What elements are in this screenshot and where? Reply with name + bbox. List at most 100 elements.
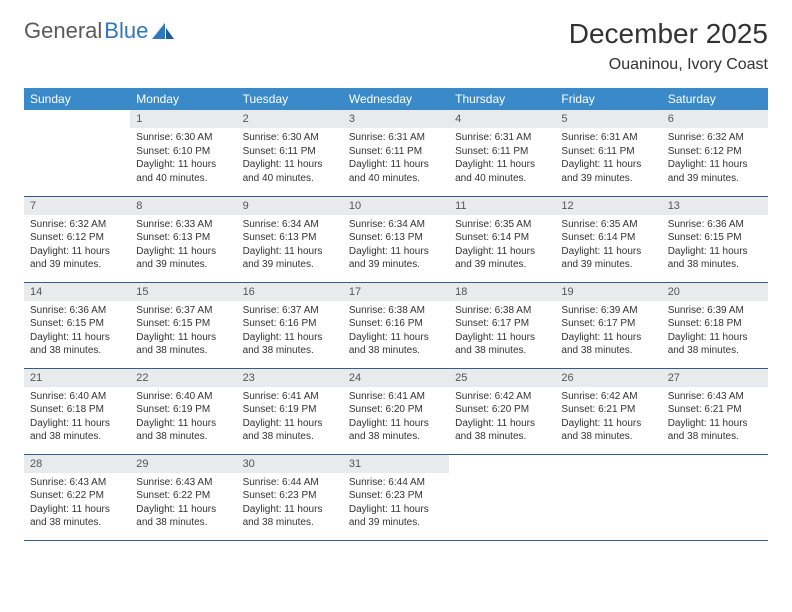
day-number: 30 [237,455,343,473]
day-number: 27 [662,369,768,387]
day-details: Sunrise: 6:43 AMSunset: 6:22 PMDaylight:… [24,473,130,534]
day-details: Sunrise: 6:31 AMSunset: 6:11 PMDaylight:… [343,128,449,189]
calendar-cell: 14Sunrise: 6:36 AMSunset: 6:15 PMDayligh… [24,282,130,368]
day-details: Sunrise: 6:30 AMSunset: 6:10 PMDaylight:… [130,128,236,189]
day-details: Sunrise: 6:35 AMSunset: 6:14 PMDaylight:… [449,215,555,276]
day-number: 1 [130,110,236,128]
day-details: Sunrise: 6:38 AMSunset: 6:17 PMDaylight:… [449,301,555,362]
calendar-cell: 4Sunrise: 6:31 AMSunset: 6:11 PMDaylight… [449,110,555,196]
day-details: Sunrise: 6:37 AMSunset: 6:15 PMDaylight:… [130,301,236,362]
weekday-header: Tuesday [237,88,343,110]
calendar-cell: 30Sunrise: 6:44 AMSunset: 6:23 PMDayligh… [237,454,343,540]
day-number: 21 [24,369,130,387]
calendar-row: 1Sunrise: 6:30 AMSunset: 6:10 PMDaylight… [24,110,768,196]
weekday-header: Saturday [662,88,768,110]
calendar-row: 28Sunrise: 6:43 AMSunset: 6:22 PMDayligh… [24,454,768,540]
calendar-table: SundayMondayTuesdayWednesdayThursdayFrid… [24,88,768,541]
day-number: 8 [130,197,236,215]
day-number: 13 [662,197,768,215]
day-number: 10 [343,197,449,215]
day-number: 28 [24,455,130,473]
calendar-cell: 3Sunrise: 6:31 AMSunset: 6:11 PMDaylight… [343,110,449,196]
day-details: Sunrise: 6:31 AMSunset: 6:11 PMDaylight:… [555,128,661,189]
calendar-cell: 24Sunrise: 6:41 AMSunset: 6:20 PMDayligh… [343,368,449,454]
calendar-cell: 5Sunrise: 6:31 AMSunset: 6:11 PMDaylight… [555,110,661,196]
calendar-cell: 22Sunrise: 6:40 AMSunset: 6:19 PMDayligh… [130,368,236,454]
day-number: 19 [555,283,661,301]
calendar-cell: 29Sunrise: 6:43 AMSunset: 6:22 PMDayligh… [130,454,236,540]
brand-part1: General [24,18,102,44]
calendar-cell: 6Sunrise: 6:32 AMSunset: 6:12 PMDaylight… [662,110,768,196]
calendar-cell: 7Sunrise: 6:32 AMSunset: 6:12 PMDaylight… [24,196,130,282]
calendar-row: 14Sunrise: 6:36 AMSunset: 6:15 PMDayligh… [24,282,768,368]
day-number: 25 [449,369,555,387]
month-title: December 2025 [569,18,768,50]
day-number: 15 [130,283,236,301]
day-details: Sunrise: 6:32 AMSunset: 6:12 PMDaylight:… [662,128,768,189]
calendar-cell: 26Sunrise: 6:42 AMSunset: 6:21 PMDayligh… [555,368,661,454]
day-details: Sunrise: 6:41 AMSunset: 6:19 PMDaylight:… [237,387,343,448]
day-details: Sunrise: 6:39 AMSunset: 6:17 PMDaylight:… [555,301,661,362]
day-details: Sunrise: 6:44 AMSunset: 6:23 PMDaylight:… [237,473,343,534]
day-number: 3 [343,110,449,128]
calendar-cell [662,454,768,540]
day-details: Sunrise: 6:36 AMSunset: 6:15 PMDaylight:… [662,215,768,276]
day-details: Sunrise: 6:44 AMSunset: 6:23 PMDaylight:… [343,473,449,534]
day-number: 23 [237,369,343,387]
calendar-cell: 17Sunrise: 6:38 AMSunset: 6:16 PMDayligh… [343,282,449,368]
weekday-header-row: SundayMondayTuesdayWednesdayThursdayFrid… [24,88,768,110]
day-details: Sunrise: 6:43 AMSunset: 6:21 PMDaylight:… [662,387,768,448]
brand-logo: GeneralBlue [24,18,174,44]
day-number: 2 [237,110,343,128]
day-number: 17 [343,283,449,301]
calendar-cell: 23Sunrise: 6:41 AMSunset: 6:19 PMDayligh… [237,368,343,454]
calendar-cell: 18Sunrise: 6:38 AMSunset: 6:17 PMDayligh… [449,282,555,368]
day-number: 18 [449,283,555,301]
calendar-cell: 19Sunrise: 6:39 AMSunset: 6:17 PMDayligh… [555,282,661,368]
calendar-cell [555,454,661,540]
day-number: 14 [24,283,130,301]
calendar-cell: 8Sunrise: 6:33 AMSunset: 6:13 PMDaylight… [130,196,236,282]
calendar-cell: 1Sunrise: 6:30 AMSunset: 6:10 PMDaylight… [130,110,236,196]
brand-part2: Blue [104,18,148,44]
day-number: 26 [555,369,661,387]
day-details: Sunrise: 6:37 AMSunset: 6:16 PMDaylight:… [237,301,343,362]
logo-sail-icon [152,22,174,40]
day-details: Sunrise: 6:30 AMSunset: 6:11 PMDaylight:… [237,128,343,189]
calendar-row: 21Sunrise: 6:40 AMSunset: 6:18 PMDayligh… [24,368,768,454]
day-details: Sunrise: 6:40 AMSunset: 6:19 PMDaylight:… [130,387,236,448]
day-details: Sunrise: 6:43 AMSunset: 6:22 PMDaylight:… [130,473,236,534]
day-number: 7 [24,197,130,215]
day-number: 6 [662,110,768,128]
day-details: Sunrise: 6:40 AMSunset: 6:18 PMDaylight:… [24,387,130,448]
day-number: 24 [343,369,449,387]
calendar-cell [449,454,555,540]
day-number: 31 [343,455,449,473]
weekday-header: Monday [130,88,236,110]
day-details: Sunrise: 6:38 AMSunset: 6:16 PMDaylight:… [343,301,449,362]
weekday-header: Friday [555,88,661,110]
day-details: Sunrise: 6:39 AMSunset: 6:18 PMDaylight:… [662,301,768,362]
day-number: 12 [555,197,661,215]
day-number: 9 [237,197,343,215]
day-details: Sunrise: 6:32 AMSunset: 6:12 PMDaylight:… [24,215,130,276]
calendar-cell: 31Sunrise: 6:44 AMSunset: 6:23 PMDayligh… [343,454,449,540]
day-number: 22 [130,369,236,387]
calendar-cell: 2Sunrise: 6:30 AMSunset: 6:11 PMDaylight… [237,110,343,196]
location-label: Ouaninou, Ivory Coast [569,56,768,74]
day-details: Sunrise: 6:34 AMSunset: 6:13 PMDaylight:… [237,215,343,276]
calendar-cell: 20Sunrise: 6:39 AMSunset: 6:18 PMDayligh… [662,282,768,368]
calendar-cell: 10Sunrise: 6:34 AMSunset: 6:13 PMDayligh… [343,196,449,282]
day-details: Sunrise: 6:31 AMSunset: 6:11 PMDaylight:… [449,128,555,189]
calendar-cell: 21Sunrise: 6:40 AMSunset: 6:18 PMDayligh… [24,368,130,454]
day-details: Sunrise: 6:33 AMSunset: 6:13 PMDaylight:… [130,215,236,276]
day-details: Sunrise: 6:36 AMSunset: 6:15 PMDaylight:… [24,301,130,362]
calendar-cell [24,110,130,196]
weekday-header: Thursday [449,88,555,110]
day-details: Sunrise: 6:42 AMSunset: 6:20 PMDaylight:… [449,387,555,448]
day-number: 11 [449,197,555,215]
calendar-cell: 27Sunrise: 6:43 AMSunset: 6:21 PMDayligh… [662,368,768,454]
calendar-cell: 25Sunrise: 6:42 AMSunset: 6:20 PMDayligh… [449,368,555,454]
day-details: Sunrise: 6:35 AMSunset: 6:14 PMDaylight:… [555,215,661,276]
calendar-cell: 9Sunrise: 6:34 AMSunset: 6:13 PMDaylight… [237,196,343,282]
